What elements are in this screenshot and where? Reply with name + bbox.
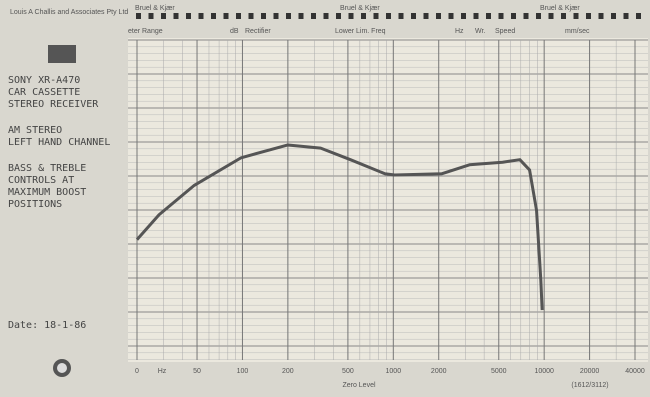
hole <box>398 13 404 19</box>
hole <box>511 13 516 19</box>
hole <box>273 13 279 19</box>
hole <box>573 13 579 19</box>
hole <box>261 13 266 19</box>
setting: Hz <box>455 28 464 35</box>
hole <box>361 13 366 19</box>
setting: Wr. <box>475 28 485 35</box>
hole <box>373 13 379 19</box>
hole <box>423 13 429 19</box>
note-line: POSITIONS <box>8 199 62 210</box>
x-tick-label: 20000 <box>580 368 600 375</box>
hole <box>498 13 504 19</box>
setting: eter Range <box>128 28 163 35</box>
hole <box>448 13 454 19</box>
response-curve <box>135 143 544 311</box>
note-line: STEREO RECEIVER <box>8 99 99 110</box>
hole <box>173 13 179 19</box>
hole <box>148 13 154 19</box>
x-tick-label: 0 <box>135 368 139 375</box>
hole <box>223 13 229 19</box>
x-unit: Hz <box>158 368 167 375</box>
x-tick-label: 200 <box>282 368 294 375</box>
hole <box>623 13 629 19</box>
hole <box>136 13 141 19</box>
hole <box>523 13 529 19</box>
brand: Bruel & Kjær <box>540 5 580 12</box>
hole <box>336 13 341 19</box>
hole <box>536 13 541 19</box>
note-line: MAXIMUM BOOST <box>8 187 86 198</box>
hole <box>561 13 566 19</box>
hole <box>473 13 479 19</box>
paper-grid <box>128 39 648 360</box>
x-tick-label: 2000 <box>431 368 447 375</box>
hole <box>348 13 354 19</box>
setting: Speed <box>495 28 515 35</box>
hole <box>298 13 304 19</box>
hole <box>586 13 591 19</box>
hole <box>186 13 191 19</box>
stamp-inner <box>57 363 67 373</box>
reference: (1612/3112) <box>571 382 608 389</box>
hole <box>486 13 491 19</box>
hole <box>636 13 641 19</box>
hole <box>161 13 166 19</box>
hole <box>211 13 216 19</box>
hole <box>611 13 616 19</box>
x-tick-label: 500 <box>342 368 354 375</box>
brand: Bruel & Kjær <box>135 5 175 12</box>
sprocket-holes <box>136 13 641 19</box>
chart-paper <box>128 38 648 362</box>
hole <box>311 13 316 19</box>
setting: Rectifier <box>245 28 271 35</box>
note-line: AM STEREO <box>8 125 62 136</box>
note-line: SONY XR-A470 <box>8 75 80 86</box>
logo <box>48 45 76 63</box>
note-line: LEFT HAND CHANNEL <box>8 137 110 148</box>
hole <box>461 13 466 19</box>
note-line: CONTROLS AT <box>8 175 74 186</box>
date: Date: 18-1-86 <box>8 320 86 331</box>
note-line: BASS & TREBLE <box>8 163 86 174</box>
hole <box>411 13 416 19</box>
x-tick-label: 100 <box>237 368 249 375</box>
setting: mm/sec <box>565 28 590 35</box>
x-tick-label: 40000 <box>625 368 645 375</box>
setting: dB <box>230 28 239 35</box>
hole <box>286 13 291 19</box>
x-tick-label: 10000 <box>534 368 554 375</box>
setting: Lower Lim. Freq <box>335 28 386 35</box>
hole <box>236 13 241 19</box>
hole <box>198 13 204 19</box>
note-line: CAR CASSETTE <box>8 87 80 98</box>
hole <box>323 13 329 19</box>
x-tick-label: 50 <box>193 368 201 375</box>
company: Louis A Challis and Associates Pty Ltd <box>10 9 128 16</box>
hole <box>248 13 254 19</box>
brand: Bruel & Kjær <box>340 5 380 12</box>
hole <box>436 13 441 19</box>
x-tick-label: 1000 <box>386 368 402 375</box>
x-tick-label: 5000 <box>491 368 507 375</box>
x-axis-label: Zero Level <box>342 382 376 389</box>
hole <box>386 13 391 19</box>
hole <box>548 13 554 19</box>
hole <box>598 13 604 19</box>
